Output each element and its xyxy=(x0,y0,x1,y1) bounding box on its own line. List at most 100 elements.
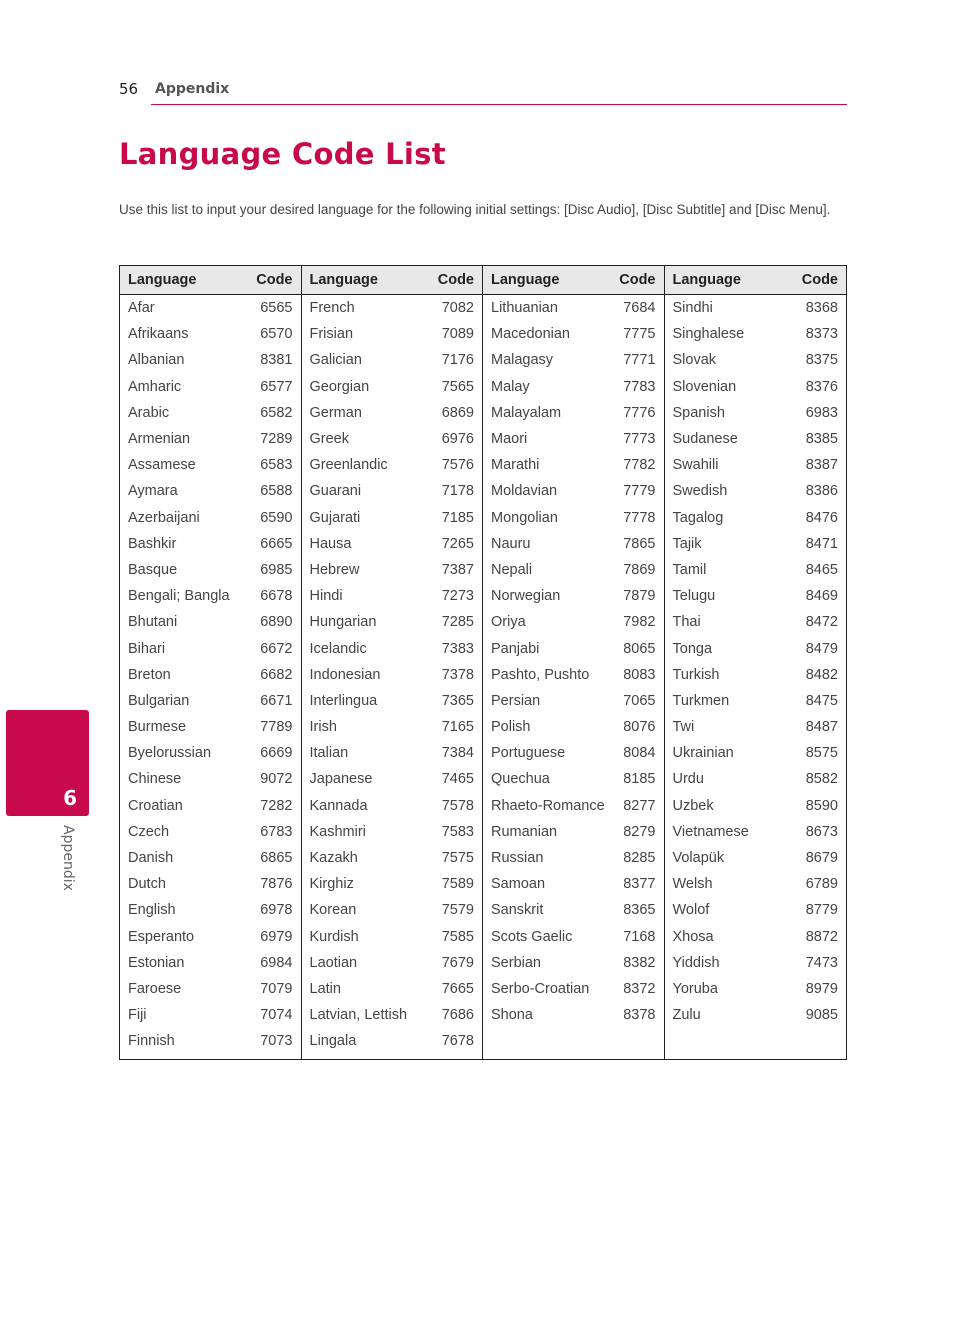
language-code: 7384 xyxy=(441,745,474,762)
language-code-table: Language Code Afar 6565 Afrikaans 6570 Albania… xyxy=(119,265,847,1060)
language-name: Hungarian xyxy=(309,614,377,631)
language-name: Kannada xyxy=(309,797,368,814)
table-row: Hebrew 7387 xyxy=(302,557,483,583)
language-code: 7065 xyxy=(623,692,656,709)
language-name: Albanian xyxy=(128,352,185,369)
language-code: 8382 xyxy=(623,954,656,971)
language-code: 6590 xyxy=(260,509,293,526)
language-name: Urdu xyxy=(672,771,704,788)
table-row: Thai 8472 xyxy=(665,609,847,635)
table-row: Assamese 6583 xyxy=(120,452,301,478)
language-name: Afar xyxy=(128,300,155,317)
language-name: Malagasy xyxy=(491,352,554,369)
language-code: 7378 xyxy=(441,666,474,683)
language-name: Oriya xyxy=(491,614,526,631)
table-row: Hungarian 7285 xyxy=(302,609,483,635)
language-name: Guarani xyxy=(309,483,362,500)
language-code: 7779 xyxy=(623,483,656,500)
language-name: Welsh xyxy=(672,876,713,893)
language-code: 7876 xyxy=(260,876,293,893)
language-code: 6983 xyxy=(805,404,838,421)
table-row: Kirghiz 7589 xyxy=(302,871,483,897)
table-row: Yiddish 7473 xyxy=(665,950,847,976)
table-row: Polish 8076 xyxy=(483,714,664,740)
table-column: Language Code Afar 6565 Afrikaans 6570 Albania… xyxy=(120,266,302,1059)
language-name: Vietnamese xyxy=(672,823,749,840)
language-name: Russian xyxy=(491,850,544,867)
table-row: Croatian 7282 xyxy=(120,793,301,819)
language-code: 8376 xyxy=(805,378,838,395)
table-header: Language Code xyxy=(483,266,664,295)
language-name: Nauru xyxy=(491,535,531,552)
table-row: Breton 6682 xyxy=(120,662,301,688)
language-code: 7578 xyxy=(441,797,474,814)
language-code: 8779 xyxy=(805,902,838,919)
page-number: 56 xyxy=(119,80,139,98)
language-code: 6582 xyxy=(260,404,293,421)
language-name: Chinese xyxy=(128,771,182,788)
language-code: 7565 xyxy=(441,378,474,395)
language-code: 8385 xyxy=(805,431,838,448)
language-code: 8084 xyxy=(623,745,656,762)
table-row: Arabic 6582 xyxy=(120,400,301,426)
table-row: Turkmen 8475 xyxy=(665,688,847,714)
table-row: Slovenian 8376 xyxy=(665,374,847,400)
table-column: Language Code French 7082 Frisian 7089 Galicia… xyxy=(301,266,483,1059)
language-code: 9085 xyxy=(805,1007,838,1024)
table-row: French 7082 xyxy=(302,295,483,321)
table-row: Volapük 8679 xyxy=(665,845,847,871)
language-code: 6588 xyxy=(260,483,293,500)
language-name: Japanese xyxy=(309,771,373,788)
language-name: Estonian xyxy=(128,954,185,971)
language-name: Portuguese xyxy=(491,745,566,762)
language-code: 9072 xyxy=(260,771,293,788)
language-name: Moldavian xyxy=(491,483,558,500)
language-name: Polish xyxy=(491,719,531,736)
language-name: Maori xyxy=(491,431,528,448)
table-row: Ukrainian 8575 xyxy=(665,740,847,766)
language-code: 7773 xyxy=(623,431,656,448)
language-code: 7686 xyxy=(441,1007,474,1024)
table-row: English 6978 xyxy=(120,897,301,923)
table-row: Hindi 7273 xyxy=(302,583,483,609)
language-code: 6570 xyxy=(260,326,293,343)
language-code: 7585 xyxy=(441,928,474,945)
table-row: Latin 7665 xyxy=(302,976,483,1002)
language-name: Yiddish xyxy=(672,954,720,971)
table-row: Moldavian 7779 xyxy=(483,478,664,504)
language-code: 8673 xyxy=(805,823,838,840)
table-row: German 6869 xyxy=(302,400,483,426)
table-row: Singhalese 8373 xyxy=(665,321,847,347)
table-row: Tagalog 8476 xyxy=(665,505,847,531)
table-row: Telugu 8469 xyxy=(665,583,847,609)
language-name: Czech xyxy=(128,823,170,840)
language-code: 7579 xyxy=(441,902,474,919)
table-column: Language Code Lithuanian 7684 Macedonian 7775… xyxy=(483,266,665,1059)
language-name: Mongolian xyxy=(491,509,558,526)
table-row: Welsh 6789 xyxy=(665,871,847,897)
language-name: Macedonian xyxy=(491,326,570,343)
language-code: 6669 xyxy=(260,745,293,762)
language-code: 8368 xyxy=(805,300,838,317)
table-row: Byelorussian 6669 xyxy=(120,740,301,766)
language-name: Tajik xyxy=(672,535,702,552)
table-row: Bulgarian 6671 xyxy=(120,688,301,714)
table-row: Sudanese 8385 xyxy=(665,426,847,452)
language-name: Pashto, Pushto xyxy=(491,666,590,683)
table-row: Indonesian 7378 xyxy=(302,662,483,688)
language-code: 8479 xyxy=(805,640,838,657)
language-code: 6976 xyxy=(441,431,474,448)
language-name: Tonga xyxy=(672,640,713,657)
table-row: Icelandic 7383 xyxy=(302,635,483,661)
language-name: Esperanto xyxy=(128,928,195,945)
language-code: 8373 xyxy=(805,326,838,343)
language-code: 7387 xyxy=(441,561,474,578)
language-name: Kirghiz xyxy=(309,876,354,893)
language-name: Swahili xyxy=(672,457,719,474)
table-row: Aymara 6588 xyxy=(120,478,301,504)
language-name: Greenlandic xyxy=(309,457,388,474)
chapter-tab: 6 xyxy=(6,710,89,816)
language-code: 7771 xyxy=(623,352,656,369)
table-row: Quechua 8185 xyxy=(483,766,664,792)
language-code: 7665 xyxy=(441,980,474,997)
